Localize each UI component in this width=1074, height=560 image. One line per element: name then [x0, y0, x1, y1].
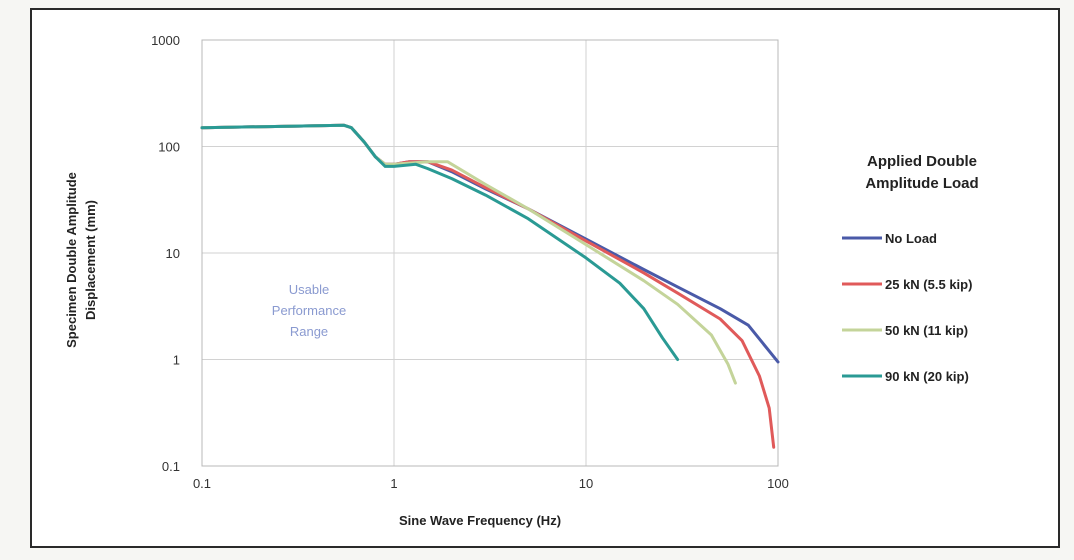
series-line — [200, 123, 737, 385]
axis-titles: Sine Wave Frequency (Hz) Specimen Double … — [64, 172, 561, 528]
legend: Applied Double Amplitude Load No Load 25 kN… — [842, 153, 979, 384]
series-line — [200, 123, 680, 361]
legend-label: 90 kN (20 kip) — [885, 369, 969, 384]
series-line — [200, 123, 776, 449]
legend-title: Applied Double — [867, 153, 977, 170]
y-tick-label: 1 — [173, 353, 180, 368]
legend-label: 25 kN (5.5 kip) — [885, 277, 972, 292]
x-axis-title: Sine Wave Frequency (Hz) — [399, 513, 561, 528]
plot-border — [201, 39, 779, 467]
series-line — [200, 123, 780, 364]
grid — [201, 39, 779, 467]
usable-range-annotation: Range — [290, 324, 328, 339]
x-tick-label: 100 — [767, 476, 789, 491]
y-tick-label: 10 — [166, 246, 180, 261]
y-tick-label: 100 — [158, 140, 180, 155]
legend-title: Amplitude Load — [865, 175, 978, 192]
annotation: Usable Performance Range — [272, 282, 346, 339]
x-tick-label: 1 — [390, 476, 397, 491]
x-tick-label: 10 — [579, 476, 593, 491]
legend-label: No Load — [885, 231, 937, 246]
y-tick-label: 0.1 — [162, 459, 180, 474]
y-tick-label: 1000 — [151, 33, 180, 48]
usable-range-annotation: Performance — [272, 303, 346, 318]
y-axis-title: Displacement (mm) — [83, 200, 98, 320]
legend-label: 50 kN (11 kip) — [885, 323, 968, 338]
x-tick-label: 0.1 — [193, 476, 211, 491]
y-axis-title: Specimen Double Amplitude — [64, 172, 79, 348]
ticks: 0.1 1 10 100 0.1 1 10 100 1000 — [151, 33, 789, 491]
chart-frame: 0.1 1 10 100 0.1 1 10 100 1000 Usable Performance… — [30, 8, 1060, 548]
chart: 0.1 1 10 100 0.1 1 10 100 1000 Usable Performance… — [64, 33, 979, 528]
series-lines — [200, 123, 780, 449]
usable-range-annotation: Usable — [289, 282, 329, 297]
